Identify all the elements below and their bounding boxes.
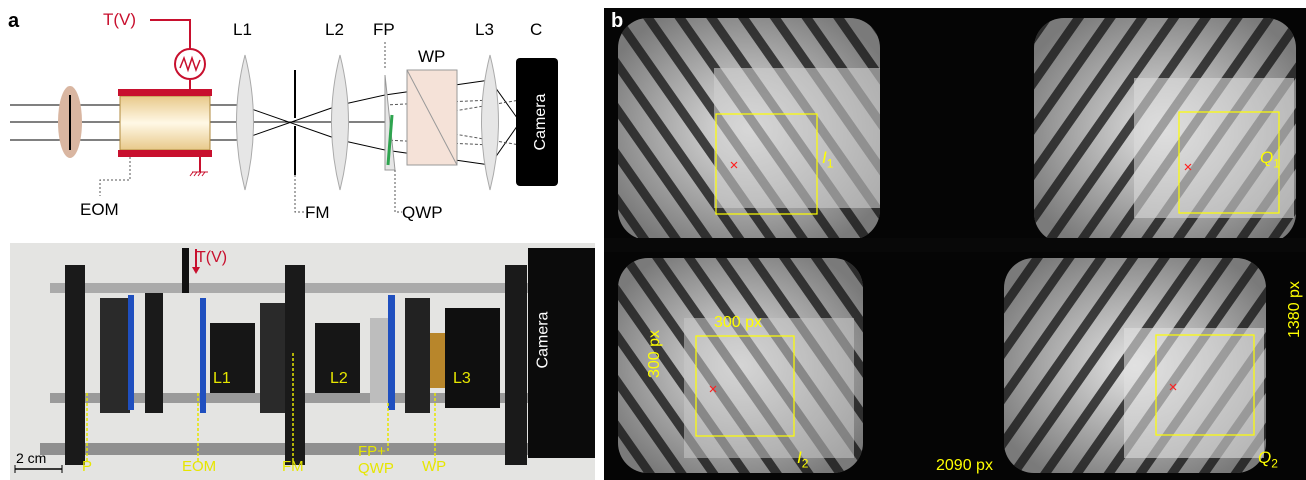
photo-camera-label: Camera (534, 311, 552, 369)
label-wp: WP (418, 47, 445, 66)
photo-tv-label: T(V) (196, 249, 228, 266)
eom-bottom-electrode (118, 150, 212, 157)
roi-box-q2 (1155, 334, 1255, 436)
fringe-image: I1 Q1 I2 Q2 300 px 300 px 2090 px 1380 p… (604, 8, 1306, 480)
roi-label-i1: I1 (822, 148, 833, 170)
quadrant-i2 (618, 258, 863, 473)
roi-label-i1-main: I (822, 148, 827, 167)
panel-a-letter: a (8, 10, 20, 32)
lens-l2 (331, 54, 349, 191)
qwp-plate (386, 114, 394, 166)
center-marker-i2 (709, 385, 717, 393)
photo-l2-label: L2 (330, 370, 348, 387)
label-tv: T(V) (103, 10, 136, 29)
photo-qwp-label: QWP (358, 460, 394, 477)
roi-label-i1-sub: 1 (826, 156, 834, 171)
roi-label-q1: Q1 (1260, 148, 1280, 170)
label-l1: L1 (233, 20, 252, 39)
roi-label-q2: Q2 (1258, 448, 1278, 470)
quadrant-q1 (1034, 18, 1296, 243)
scale-bar-label: 2 cm (16, 450, 47, 466)
photo-eom-label: EOM (182, 458, 217, 475)
label-fp: FP (373, 20, 395, 39)
photo-fp-label: FP+ (358, 443, 386, 460)
label-l2: L2 (325, 20, 344, 39)
roi-box-q1 (1178, 111, 1280, 214)
quadrant-q2 (1004, 258, 1266, 473)
roi-label-q1-sub: 1 (1273, 156, 1280, 171)
label-c: C (530, 20, 542, 39)
label-l3: L3 (475, 20, 494, 39)
quadrant-i1 (618, 18, 880, 240)
roi-label-q2-main: Q (1258, 448, 1272, 467)
eom-top-electrode (118, 89, 212, 96)
roi-label-q2-sub: 2 (1271, 456, 1278, 471)
total-height-label: 1380 px (1286, 281, 1303, 338)
roi-box-i1 (715, 113, 818, 215)
roi-height-label: 300 px (646, 329, 663, 378)
roi-label-i2-sub: 2 (801, 456, 809, 471)
eom-crystal (119, 95, 211, 151)
camera-body (516, 58, 558, 186)
center-marker-i1 (730, 161, 738, 169)
roi-label-i2-main: I (797, 448, 802, 467)
optical-schematic: Camera T(V) L1 L2 FP WP L3 C EOM FM QWP (10, 10, 558, 222)
photo-wp-label: WP (422, 458, 447, 475)
roi-label-i2: I2 (797, 448, 808, 470)
roi-box-i2 (695, 335, 795, 437)
setup-photo: T(V) Camera L1 L2 L3 P EOM FM FP+ QWP WP… (10, 243, 595, 480)
center-marker-q2 (1169, 383, 1177, 391)
label-eom: EOM (80, 200, 119, 219)
lens-l1 (236, 54, 254, 191)
total-width-label: 2090 px (936, 457, 993, 474)
label-fm: FM (305, 203, 330, 222)
photo-l3-label: L3 (453, 370, 471, 387)
lens-l3 (481, 54, 499, 191)
photo-l1-label: L1 (213, 370, 231, 387)
label-qwp: QWP (402, 203, 443, 222)
center-marker-q1 (1184, 163, 1192, 171)
photo-fm-label: FM (282, 458, 304, 475)
roi-label-q1-main: Q (1260, 148, 1274, 167)
photo-p-label: P (82, 458, 93, 475)
panel-b-letter: b (611, 10, 624, 32)
roi-width-label: 300 px (714, 314, 763, 331)
camera-label: Camera (532, 93, 549, 150)
